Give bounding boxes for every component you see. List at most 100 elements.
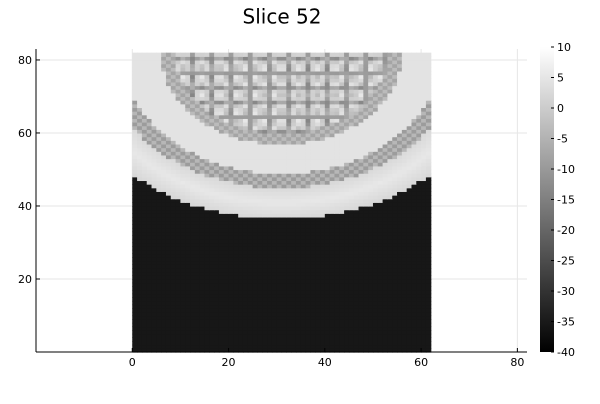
heatmap-cell	[286, 221, 291, 225]
heatmap-cell	[407, 272, 412, 276]
heatmap-cell	[426, 115, 431, 119]
heatmap-cell	[171, 184, 176, 188]
heatmap-cell	[214, 188, 219, 192]
heatmap-cell	[272, 235, 277, 239]
heatmap-cell	[286, 206, 291, 210]
heatmap-cell	[233, 330, 238, 334]
heatmap-cell	[267, 206, 272, 210]
heatmap-cell	[397, 75, 402, 79]
heatmap-cell	[378, 272, 383, 276]
heatmap-cell	[219, 301, 224, 305]
heatmap-cell	[397, 326, 402, 330]
heatmap-cell	[200, 93, 205, 97]
heatmap-cell	[152, 60, 157, 64]
heatmap-cell	[325, 246, 330, 250]
heatmap-cell	[416, 268, 421, 272]
heatmap-cell	[411, 86, 416, 90]
heatmap-cell	[392, 323, 397, 327]
heatmap-cell	[190, 261, 195, 265]
heatmap-cell	[257, 272, 262, 276]
heatmap-cell	[166, 319, 171, 323]
heatmap-cell	[325, 184, 330, 188]
heatmap-cell	[200, 140, 205, 144]
heatmap-cell	[291, 133, 296, 137]
heatmap-cell	[214, 297, 219, 301]
heatmap-cell	[306, 275, 311, 279]
heatmap-cell	[224, 326, 229, 330]
heatmap-cell	[224, 275, 229, 279]
heatmap-cell	[310, 272, 315, 276]
heatmap-cell	[229, 290, 234, 294]
heatmap-cell	[156, 118, 161, 122]
heatmap-cell	[421, 166, 426, 170]
heatmap-cell	[219, 224, 224, 228]
heatmap-cell	[156, 140, 161, 144]
heatmap-cell	[368, 217, 373, 221]
heatmap-cell	[180, 169, 185, 173]
heatmap-cell	[229, 82, 234, 86]
heatmap-cell	[373, 250, 378, 254]
heatmap-cell	[180, 115, 185, 119]
heatmap-cell	[387, 224, 392, 228]
heatmap-cell	[344, 100, 349, 104]
heatmap-cell	[387, 312, 392, 316]
heatmap-cell	[267, 308, 272, 312]
heatmap-cell	[132, 180, 137, 184]
heatmap-cell	[185, 228, 190, 232]
heatmap-cell	[253, 275, 258, 279]
heatmap-cell	[277, 221, 282, 225]
heatmap-cell	[354, 253, 359, 257]
heatmap-cell	[152, 261, 157, 265]
heatmap-cell	[334, 144, 339, 148]
heatmap-cell	[166, 180, 171, 184]
heatmap-cell	[397, 140, 402, 144]
heatmap-cell	[209, 268, 214, 272]
heatmap-cell	[306, 155, 311, 159]
heatmap-cell	[156, 86, 161, 90]
heatmap-cell	[248, 82, 253, 86]
heatmap-cell	[320, 279, 325, 283]
heatmap-cell	[363, 326, 368, 330]
heatmap-cell	[426, 242, 431, 246]
heatmap-cell	[243, 118, 248, 122]
heatmap-cell	[248, 202, 253, 206]
heatmap-cell	[137, 122, 142, 126]
heatmap-cell	[368, 162, 373, 166]
heatmap-cell	[315, 151, 320, 155]
heatmap-cell	[291, 64, 296, 68]
heatmap-cell	[325, 188, 330, 192]
heatmap-cell	[219, 232, 224, 236]
heatmap-cell	[282, 140, 287, 144]
heatmap-cell	[286, 323, 291, 327]
heatmap-cell	[224, 272, 229, 276]
heatmap-cell	[233, 67, 238, 71]
heatmap-cell	[248, 261, 253, 265]
heatmap-cell	[320, 93, 325, 97]
heatmap-cell	[180, 294, 185, 298]
heatmap-cell	[392, 279, 397, 283]
heatmap-cell	[368, 235, 373, 239]
heatmap-cell	[411, 246, 416, 250]
heatmap-cell	[171, 169, 176, 173]
heatmap-cell	[315, 272, 320, 276]
heatmap-cell	[185, 107, 190, 111]
heatmap-cell	[176, 275, 181, 279]
heatmap-cell	[373, 221, 378, 225]
heatmap-cell	[243, 144, 248, 148]
heatmap-cell	[407, 261, 412, 265]
heatmap-cell	[132, 232, 137, 236]
heatmap-cell	[349, 235, 354, 239]
heatmap-cell	[142, 312, 147, 316]
heatmap-cell	[392, 283, 397, 287]
heatmap-cell	[397, 319, 402, 323]
heatmap-cell	[147, 326, 152, 330]
heatmap-cell	[219, 96, 224, 100]
heatmap-cell	[209, 202, 214, 206]
heatmap-cell	[407, 210, 412, 214]
heatmap-cell	[421, 312, 426, 316]
heatmap-cell	[185, 202, 190, 206]
heatmap-cell	[344, 96, 349, 100]
heatmap-cell	[171, 294, 176, 298]
heatmap-cell	[373, 199, 378, 203]
heatmap-cell	[334, 221, 339, 225]
